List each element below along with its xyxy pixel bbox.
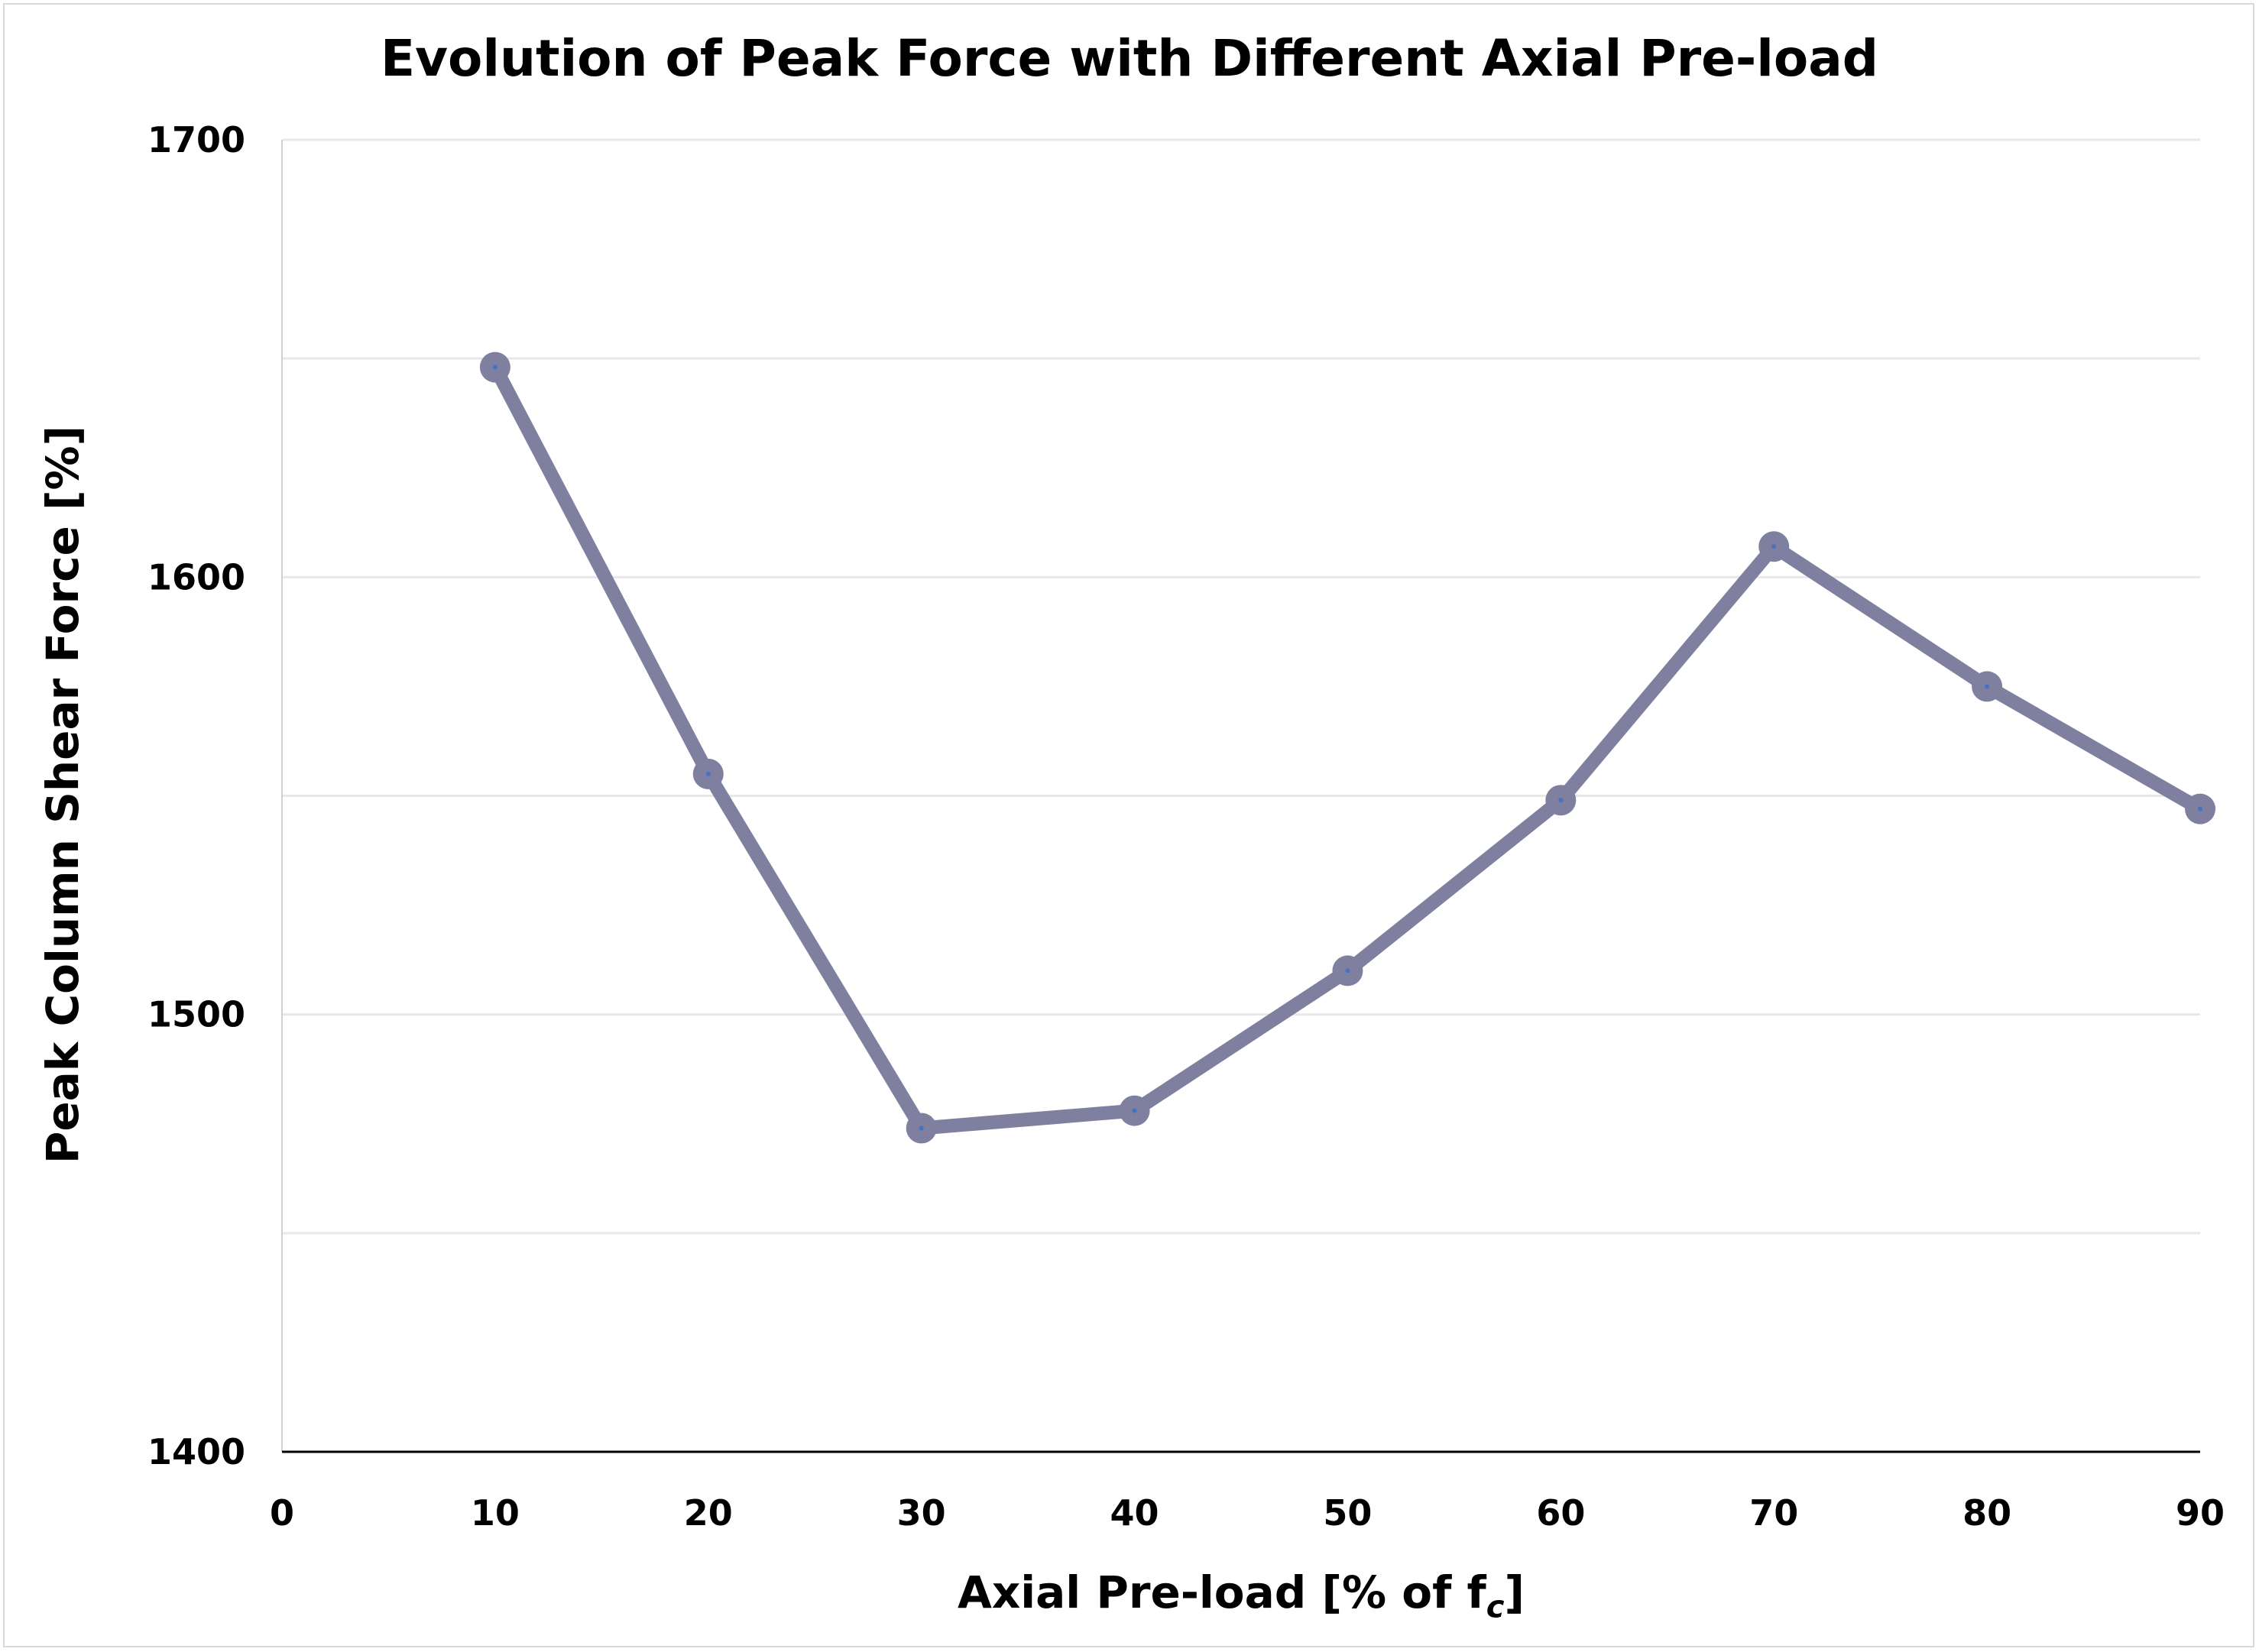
x-tick-label: 0 [270,1492,294,1534]
y-tick-label: 1700 [147,119,245,160]
data-point-center [1558,798,1564,803]
data-point-center [1132,1108,1137,1113]
x-tick-label: 40 [1110,1492,1159,1534]
x-tick-label: 60 [1536,1492,1585,1534]
y-tick-label: 1500 [147,994,245,1035]
chart-frame [3,3,2254,1647]
data-point-center [1345,968,1350,973]
x-tick-label: 20 [684,1492,733,1534]
data-point-center [705,771,711,776]
x-axis-label: Axial Pre-load [% of fc] [958,1566,1525,1625]
x-tick-label: 30 [897,1492,946,1534]
x-tick-label: 50 [1323,1492,1372,1534]
data-point-center [1985,684,1990,689]
x-tick-label: 90 [2176,1492,2225,1534]
x-axis-label-suffix: ] [1504,1566,1525,1618]
data-point-center [492,364,497,370]
y-tick-label: 1600 [147,556,245,598]
chart-title: Evolution of Peak Force with Different A… [380,29,1879,88]
y-tick-label: 1400 [147,1431,245,1472]
data-point-center [2198,806,2202,811]
x-axis-label-text: Axial Pre-load [% of f [957,1566,1486,1618]
x-tick-label: 70 [1749,1492,1798,1534]
x-tick-label: 10 [471,1492,520,1534]
data-point-center [1771,544,1777,549]
x-tick-label: 80 [1962,1492,2011,1534]
x-axis-label-subscript: c [1486,1589,1505,1625]
data-point-center [919,1126,924,1131]
